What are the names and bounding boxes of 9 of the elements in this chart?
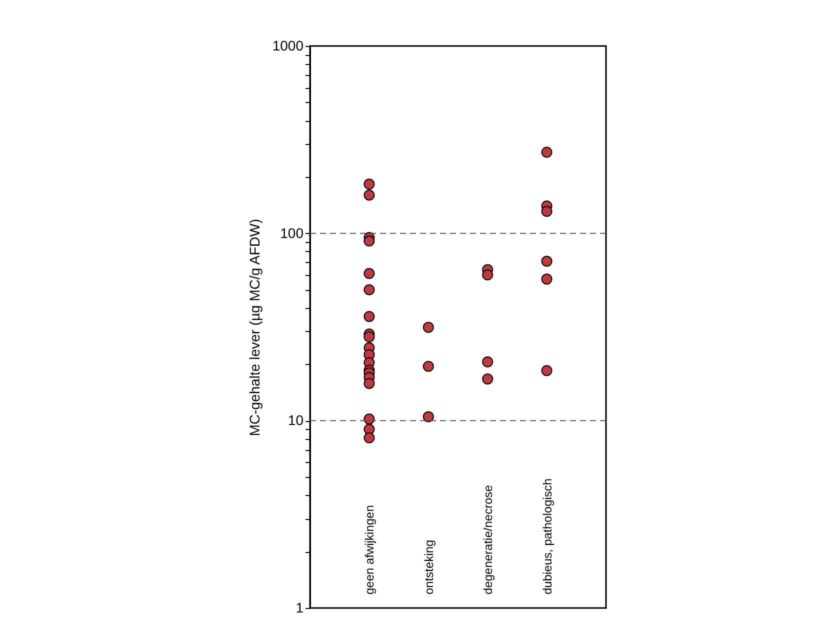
y-axis-title: MC-gehalte lever (µg MC/g AFDW) — [246, 218, 262, 436]
x-tick-label: geen afwijkingen — [362, 505, 377, 594]
y-tick-label: 100 — [280, 224, 304, 241]
y-tick-label: 1000 — [272, 38, 304, 54]
x-tick-label: dubieus, pathologisch — [540, 478, 554, 594]
x-tick-label: ontsteking — [422, 540, 436, 594]
y-tick-label: 1 — [296, 600, 304, 616]
y-tick-label: 10 — [288, 412, 304, 428]
x-tick-label: degeneratie/necrose — [481, 484, 496, 594]
